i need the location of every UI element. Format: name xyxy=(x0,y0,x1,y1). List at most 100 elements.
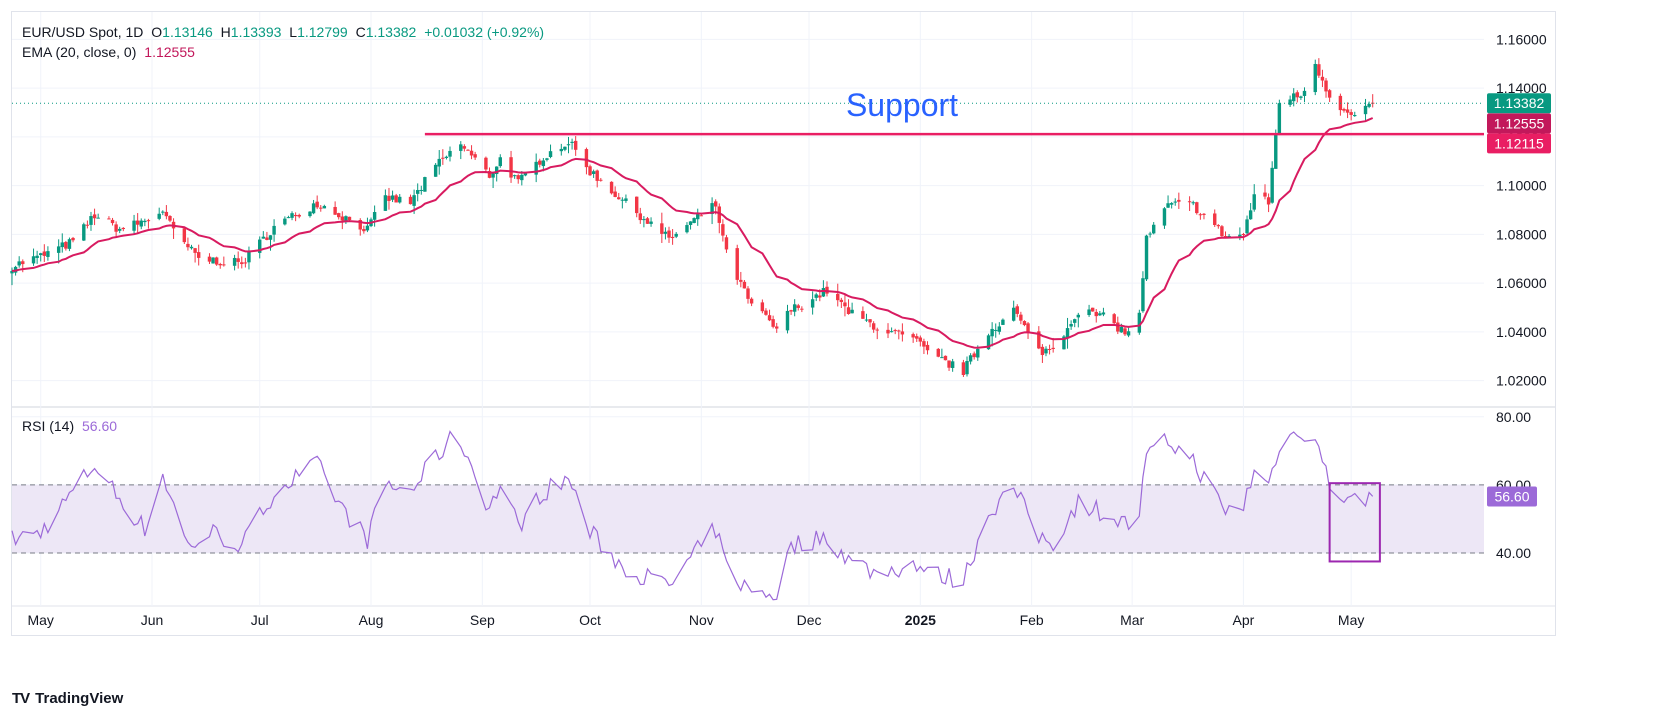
symbol-title[interactable]: EUR/USD Spot, 1D xyxy=(22,24,144,40)
candle-body xyxy=(293,214,298,217)
candle-body xyxy=(1353,115,1357,117)
candle-body xyxy=(337,213,341,218)
candle xyxy=(634,196,639,218)
candle xyxy=(548,144,553,159)
candle-body xyxy=(415,190,420,194)
candle xyxy=(688,221,693,230)
candle-body xyxy=(1098,313,1102,316)
candle xyxy=(1076,312,1081,328)
candle xyxy=(997,322,1002,335)
candle-body xyxy=(548,151,553,158)
candle xyxy=(947,360,951,371)
candle-body xyxy=(771,319,775,327)
candle-body xyxy=(746,288,750,299)
price-tick-label: 1.16000 xyxy=(1496,31,1547,47)
candle-body xyxy=(512,175,517,177)
candle-body xyxy=(1292,93,1296,102)
candle-body xyxy=(189,246,194,249)
candle xyxy=(1044,346,1048,357)
candle-body xyxy=(649,221,653,224)
candle xyxy=(674,232,678,239)
candle-body xyxy=(1241,234,1246,236)
candle-body xyxy=(1238,234,1242,238)
candle-body xyxy=(1065,328,1070,339)
candle-body xyxy=(986,335,991,350)
candle xyxy=(362,225,366,234)
price-tick-label: 1.06000 xyxy=(1496,275,1547,291)
candle xyxy=(491,172,495,189)
candle xyxy=(297,213,301,219)
candle xyxy=(972,351,976,360)
candle xyxy=(721,219,725,242)
candle-body xyxy=(1162,208,1167,226)
candle-body xyxy=(441,157,445,159)
candle-body xyxy=(1213,213,1217,226)
candle-body xyxy=(89,216,93,225)
candle-body xyxy=(972,353,976,358)
candle xyxy=(46,246,50,261)
candle-body xyxy=(261,236,266,239)
candle xyxy=(1274,129,1278,169)
candle-body xyxy=(473,154,477,158)
candle-body xyxy=(114,224,118,232)
candle xyxy=(1220,225,1224,238)
candle-body xyxy=(685,225,689,233)
candle-body xyxy=(1313,63,1317,93)
candle-body xyxy=(469,150,474,156)
candle xyxy=(785,304,790,334)
candle xyxy=(322,204,327,209)
candle xyxy=(1277,99,1282,136)
candle-body xyxy=(674,233,678,237)
rsi-pane xyxy=(11,430,1484,601)
candle xyxy=(35,250,39,264)
candle xyxy=(1177,192,1181,209)
candle xyxy=(344,215,348,224)
high-value: 1.13393 xyxy=(230,24,282,40)
candle xyxy=(696,208,700,226)
candle-body xyxy=(1144,235,1149,280)
candle-body xyxy=(699,215,704,217)
candle xyxy=(157,207,161,221)
candle xyxy=(620,197,625,209)
candle xyxy=(1198,212,1203,220)
candle-body xyxy=(42,251,47,256)
candle-body xyxy=(1198,214,1203,216)
candle-body xyxy=(1094,311,1098,317)
candle-body xyxy=(1324,80,1328,92)
candle-body xyxy=(258,239,262,253)
candle-body xyxy=(1349,112,1353,115)
candle xyxy=(613,186,617,198)
candle xyxy=(383,189,388,211)
candle-body xyxy=(950,361,955,368)
candle-body xyxy=(889,331,894,333)
candle xyxy=(968,353,973,365)
candle xyxy=(810,291,815,315)
candle-body xyxy=(1295,92,1300,98)
candle xyxy=(189,244,194,250)
candle-body xyxy=(846,307,851,315)
tradingview-logo[interactable]: TV TradingView xyxy=(12,690,123,707)
candle-body xyxy=(1299,96,1303,98)
candle xyxy=(283,216,287,226)
close-label: C xyxy=(355,24,366,40)
candle-body xyxy=(915,336,919,339)
candle xyxy=(1040,344,1045,363)
candle-body xyxy=(1062,336,1066,350)
candle xyxy=(218,262,222,269)
candle-body xyxy=(168,216,172,221)
candle xyxy=(1295,90,1300,103)
candle-body xyxy=(82,224,86,241)
rsi-legend: RSI (14) 56.60 xyxy=(22,418,121,434)
candle-body xyxy=(573,140,578,150)
candle-body xyxy=(1248,210,1253,220)
candle-body xyxy=(1320,76,1325,81)
candle-body xyxy=(922,341,926,347)
rsi-label[interactable]: RSI (14) xyxy=(22,418,75,434)
ema-label[interactable]: EMA (20, close, 0) xyxy=(22,44,137,60)
candle-body xyxy=(1141,278,1145,312)
price-pane xyxy=(10,58,1484,377)
candle-body xyxy=(800,308,804,310)
candle-body xyxy=(1195,202,1199,214)
candle xyxy=(258,236,262,259)
